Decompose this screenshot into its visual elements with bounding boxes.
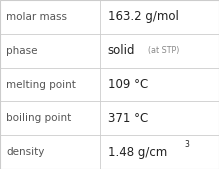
Text: 371 °C: 371 °C (108, 112, 148, 125)
Text: 1.48 g/cm: 1.48 g/cm (108, 146, 167, 159)
Text: phase: phase (6, 46, 37, 56)
Text: density: density (6, 147, 44, 157)
Text: melting point: melting point (6, 79, 76, 90)
Text: solid: solid (108, 44, 135, 57)
Text: (at STP): (at STP) (148, 46, 180, 55)
Text: 3: 3 (185, 140, 190, 149)
Text: molar mass: molar mass (6, 12, 67, 22)
Text: boiling point: boiling point (6, 113, 71, 123)
Text: 163.2 g/mol: 163.2 g/mol (108, 10, 178, 23)
Text: 109 °C: 109 °C (108, 78, 148, 91)
